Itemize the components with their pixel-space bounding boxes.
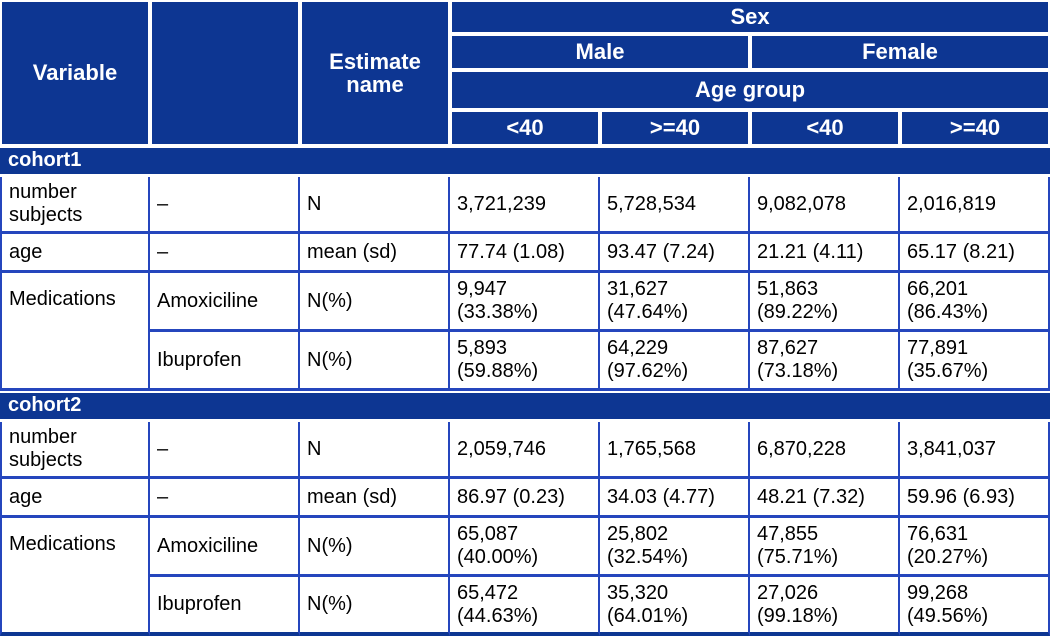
cell-variable: age — [0, 479, 150, 518]
cell-value: 77.74 (1.08) — [450, 234, 600, 273]
cell-value: 21.21 (4.11) — [750, 234, 900, 273]
table-row: number subjects – N 3,721,239 5,728,534 … — [0, 177, 1050, 234]
table-header: Variable Estimate name Sex Male Female A… — [0, 0, 1050, 146]
cell-variable: Medications — [0, 518, 150, 636]
cell-value: 34.03 (4.77) — [600, 479, 750, 518]
col-header-age-group: Age group — [450, 70, 1050, 110]
cell-value: 5,728,534 — [600, 177, 750, 234]
cell-level: Amoxiciline — [150, 273, 300, 332]
cell-value: 25,802 (32.54%) — [600, 518, 750, 577]
cell-variable: number subjects — [0, 177, 150, 234]
cell-level: – — [150, 234, 300, 273]
cell-value: 99,268 (49.56%) — [900, 577, 1050, 636]
cell-value: 31,627 (47.64%) — [600, 273, 750, 332]
cell-value: 1,765,568 — [600, 422, 750, 479]
table-row: Ibuprofen N(%) 5,893 (59.88%) 64,229 (97… — [0, 332, 1050, 391]
cell-estimate: N(%) — [300, 332, 450, 391]
cell-estimate: N(%) — [300, 577, 450, 636]
subcol-header-female-lt40: <40 — [750, 110, 900, 146]
cell-value: 9,082,078 — [750, 177, 900, 234]
cell-estimate: mean (sd) — [300, 479, 450, 518]
cell-value: 51,863 (89.22%) — [750, 273, 900, 332]
col-header-female: Female — [750, 34, 1050, 70]
table-row: Ibuprofen N(%) 65,472 (44.63%) 35,320 (6… — [0, 577, 1050, 636]
cell-value: 65.17 (8.21) — [900, 234, 1050, 273]
section-cohort1: cohort1 number subjects – N 3,721,239 5,… — [0, 146, 1050, 391]
cell-value: 66,201 (86.43%) — [900, 273, 1050, 332]
cell-value: 87,627 (73.18%) — [750, 332, 900, 391]
cell-estimate: N(%) — [300, 273, 450, 332]
col-header-blank — [150, 0, 300, 146]
section-cohort2: cohort2 number subjects – N 2,059,746 1,… — [0, 391, 1050, 636]
cell-value: 5,893 (59.88%) — [450, 332, 600, 391]
cell-level: Amoxiciline — [150, 518, 300, 577]
table-row: Medications Amoxiciline N(%) 65,087 (40.… — [0, 518, 1050, 636]
cell-value: 65,472 (44.63%) — [450, 577, 600, 636]
cell-value: 2,059,746 — [450, 422, 600, 479]
table-row: age – mean (sd) 77.74 (1.08) 93.47 (7.24… — [0, 234, 1050, 273]
cell-value: 76,631 (20.27%) — [900, 518, 1050, 577]
cell-level: – — [150, 177, 300, 234]
col-header-male: Male — [450, 34, 750, 70]
cell-value: 3,841,037 — [900, 422, 1050, 479]
cell-level: Ibuprofen — [150, 577, 300, 636]
col-header-variable: Variable — [0, 0, 150, 146]
cell-value: 48.21 (7.32) — [750, 479, 900, 518]
cell-value: 47,855 (75.71%) — [750, 518, 900, 577]
cell-value: 65,087 (40.00%) — [450, 518, 600, 577]
cell-value: 3,721,239 — [450, 177, 600, 234]
subcol-header-male-lt40: <40 — [450, 110, 600, 146]
cell-level: – — [150, 479, 300, 518]
table-row: number subjects – N 2,059,746 1,765,568 … — [0, 422, 1050, 479]
subcol-header-male-gte40: >=40 — [600, 110, 750, 146]
col-header-sex: Sex — [450, 0, 1050, 34]
cell-value: 35,320 (64.01%) — [600, 577, 750, 636]
cell-value: 93.47 (7.24) — [600, 234, 750, 273]
cell-variable: age — [0, 234, 150, 273]
cell-estimate: N — [300, 177, 450, 234]
section-band: cohort1 — [0, 146, 1050, 177]
col-header-estimate-name: Estimate name — [300, 0, 450, 146]
cell-variable: number subjects — [0, 422, 150, 479]
cell-level: – — [150, 422, 300, 479]
cell-level: Ibuprofen — [150, 332, 300, 391]
cell-estimate: mean (sd) — [300, 234, 450, 273]
cell-value: 64,229 (97.62%) — [600, 332, 750, 391]
table-row: Medications Amoxiciline N(%) 9,947 (33.3… — [0, 273, 1050, 391]
section-band: cohort2 — [0, 391, 1050, 422]
table-row: age – mean (sd) 86.97 (0.23) 34.03 (4.77… — [0, 479, 1050, 518]
cell-value: 9,947 (33.38%) — [450, 273, 600, 332]
cell-value: 77,891 (35.67%) — [900, 332, 1050, 391]
cell-estimate: N — [300, 422, 450, 479]
cell-value: 2,016,819 — [900, 177, 1050, 234]
cell-value: 59.96 (6.93) — [900, 479, 1050, 518]
cell-variable: Medications — [0, 273, 150, 391]
subcol-header-female-gte40: >=40 — [900, 110, 1050, 146]
cell-estimate: N(%) — [300, 518, 450, 577]
cell-value: 27,026 (99.18%) — [750, 577, 900, 636]
cell-value: 6,870,228 — [750, 422, 900, 479]
cell-value: 86.97 (0.23) — [450, 479, 600, 518]
